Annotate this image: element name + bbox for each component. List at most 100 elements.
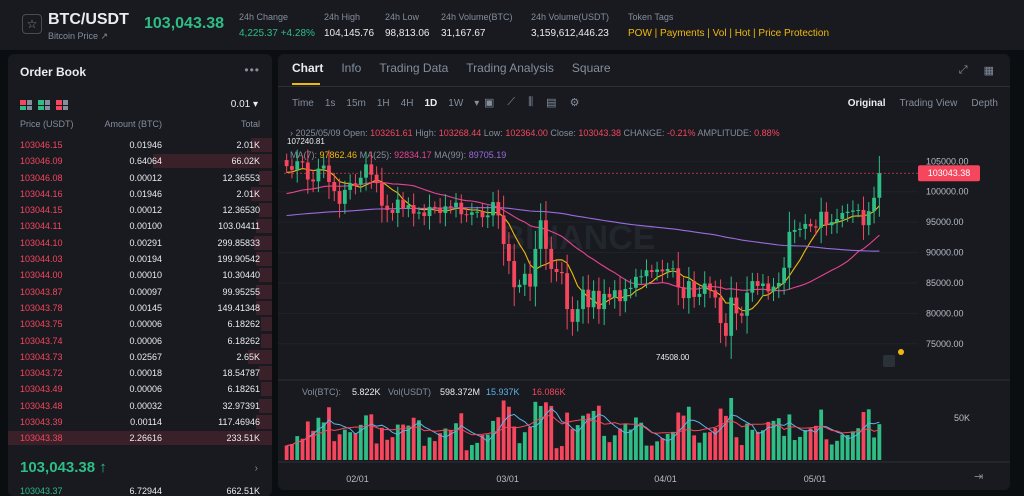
ask-row[interactable]: 103043.38 2.26616 233.51K	[8, 430, 272, 446]
candle-body	[411, 205, 416, 214]
asks-view-icon[interactable]	[56, 100, 68, 110]
chevron-right-icon[interactable]: ›	[254, 463, 258, 474]
volume-bar	[813, 425, 818, 460]
volume-bar	[808, 428, 813, 460]
ask-row[interactable]: 103043.75 0.00006 6.18262	[8, 316, 272, 332]
calendar-icon[interactable]: ▣	[484, 97, 495, 109]
ask-row[interactable]: 103044.16 0.01946 2.01K	[8, 186, 272, 202]
candle-body	[485, 215, 490, 218]
grid-layout-icon[interactable]: ▦	[983, 65, 994, 77]
candle-body	[639, 276, 644, 278]
ask-amount: 0.00012	[129, 172, 162, 183]
chart-layout-icon[interactable]: ▤	[546, 97, 557, 109]
volume-bar	[755, 431, 760, 460]
token-tags-list[interactable]: POW | Payments | Vol | Hot | Price Prote…	[628, 28, 830, 39]
ask-row[interactable]: 103046.09 0.64064 66.02K	[8, 153, 272, 169]
col-amount: Amount (BTC)	[104, 119, 162, 129]
ticker-header: ☆ BTC/USDT Bitcoin Price ↗ 103,043.38 24…	[0, 0, 1024, 50]
pair-subtitle-link[interactable]: Bitcoin Price ↗	[48, 31, 109, 41]
interval-15m[interactable]: 15m	[346, 98, 366, 109]
ask-row[interactable]: 103043.87 0.00097 99.95255	[8, 284, 272, 300]
interval-1w[interactable]: 1W	[448, 98, 464, 109]
ask-row[interactable]: 103044.11 0.00100 103.04411	[8, 218, 272, 234]
view-trading-view[interactable]: Trading View	[899, 98, 958, 109]
tab-chart[interactable]: Chart	[292, 61, 324, 75]
volume-bar	[840, 434, 845, 460]
tab-info[interactable]: Info	[341, 61, 362, 75]
bid-row[interactable]: 103043.37 6.72944 662.51K	[8, 484, 272, 496]
chart-panel: Chart Info Trading Data Trading Analysis…	[278, 54, 1010, 490]
ask-row[interactable]: 103043.74 0.00006 6.18262	[8, 333, 272, 349]
interval-time[interactable]: Time	[292, 98, 314, 109]
indicator-icon[interactable]: ⟋	[507, 96, 516, 108]
ask-row[interactable]: 103043.73 0.02567 2.65K	[8, 349, 272, 365]
settings-gear-icon[interactable]: ⚙	[569, 97, 580, 109]
x-tick-label: 03/01	[496, 474, 519, 484]
candle-body	[332, 181, 337, 192]
ask-rows: 103046.15 0.01946 2.01K 103046.09 0.64064 66.…	[8, 137, 272, 447]
depth-bar	[256, 252, 272, 267]
candle-type-icon[interactable]: ⫼	[528, 96, 534, 108]
candle-body	[417, 212, 421, 214]
volume-bar	[395, 424, 400, 460]
view-original[interactable]: Original	[847, 98, 886, 109]
candle-body	[824, 211, 829, 226]
candle-body	[618, 290, 622, 302]
tab-square[interactable]: Square	[571, 61, 611, 75]
ask-row[interactable]: 103043.49 0.00006 6.18261	[8, 381, 272, 397]
more-options-icon[interactable]: •••	[244, 63, 260, 77]
ask-total: 199.90542	[217, 254, 260, 265]
amplitude-value: 0.88%	[754, 128, 780, 138]
interval-1s[interactable]: 1s	[324, 98, 336, 109]
bids-view-icon[interactable]	[38, 100, 50, 110]
ask-amount: 0.01946	[129, 140, 162, 150]
ask-row[interactable]: 103043.39 0.00114 117.46946	[8, 414, 272, 430]
view-depth[interactable]: Depth	[971, 98, 998, 109]
volume-bar	[284, 445, 289, 460]
ask-row[interactable]: 103043.72 0.00018 18.54787	[8, 365, 272, 381]
ask-price: 103044.00	[20, 270, 63, 281]
ask-row[interactable]: 103044.00 0.00010 10.30440	[8, 267, 272, 283]
interval-1h[interactable]: 1H	[376, 98, 390, 109]
volume-bar	[671, 431, 675, 460]
stat-label: 24h Volume(USDT)	[531, 12, 610, 22]
both-sides-view-icon[interactable]	[20, 100, 32, 110]
pair-title[interactable]: BTC/USDT	[48, 11, 129, 28]
volume-bar	[485, 434, 490, 460]
volume-bar	[337, 434, 342, 460]
price-chart[interactable]: BINANCE 105000.00 100000.00 95000.00 90000.…	[278, 54, 1010, 490]
tab-trading-analysis[interactable]: Trading Analysis	[466, 61, 554, 75]
tab-trading-data[interactable]: Trading Data	[379, 61, 449, 75]
interval-more-dropdown[interactable]: ▾	[474, 98, 480, 109]
candle-body	[708, 283, 712, 291]
interval-1d[interactable]: 1D	[424, 98, 438, 109]
candle-body	[681, 287, 686, 299]
ask-total: 6.18262	[227, 319, 260, 330]
ask-total: 18.54787	[222, 368, 260, 379]
volume-bar	[432, 441, 437, 460]
expand-icon[interactable]: ⤢	[958, 64, 968, 76]
volume-bar	[406, 425, 411, 460]
volume-bar	[417, 420, 421, 460]
volume-bar	[596, 405, 601, 460]
collapse-chevron-icon[interactable]: ›	[290, 128, 293, 138]
ask-row[interactable]: 103044.10 0.00291 299.85833	[8, 235, 272, 251]
auto-scale-icon[interactable]: ⇥	[974, 471, 983, 483]
ask-row[interactable]: 103044.15 0.00012 12.36530	[8, 202, 272, 218]
volume-bar	[332, 441, 337, 460]
ask-row[interactable]: 103043.48 0.00032 32.97391	[8, 398, 272, 414]
ask-row[interactable]: 103046.08 0.00012 12.36553	[8, 170, 272, 186]
volume-bar	[401, 424, 405, 460]
candle-body	[480, 211, 485, 218]
open-value: 103261.61	[370, 128, 413, 138]
interval-4h[interactable]: 4H	[400, 98, 414, 109]
ask-amount: 0.00097	[129, 286, 162, 297]
depth-bar	[153, 154, 272, 169]
candle-body	[379, 183, 384, 206]
favorite-star-icon[interactable]: ☆	[22, 14, 42, 34]
save-snapshot-icon[interactable]	[883, 355, 895, 367]
precision-dropdown[interactable]: 0.01 ▾	[230, 99, 258, 110]
ask-row[interactable]: 103043.78 0.00145 149.41348	[8, 300, 272, 316]
ask-row[interactable]: 103044.03 0.00194 199.90542	[8, 251, 272, 267]
ask-row[interactable]: 103046.15 0.01946 2.01K	[8, 137, 272, 153]
